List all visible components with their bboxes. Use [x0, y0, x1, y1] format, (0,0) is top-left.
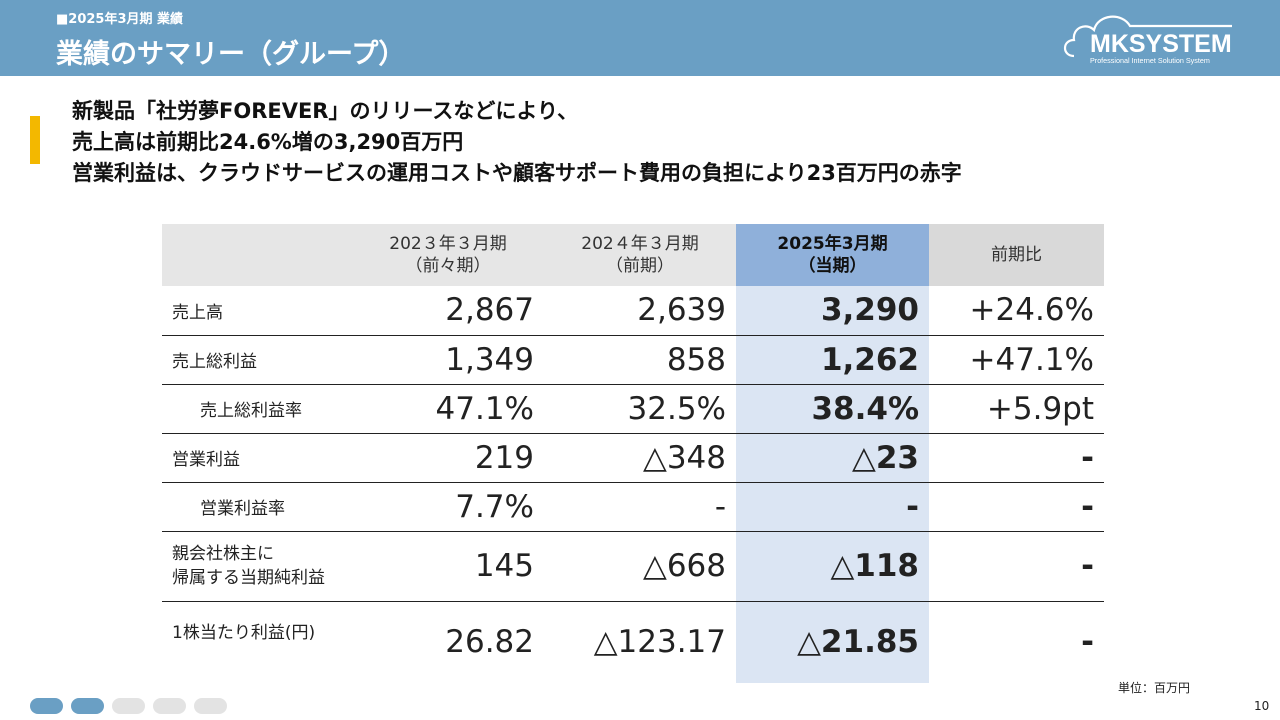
row-label: 1株当たり利益(円) [172, 622, 316, 643]
cell-value-current: △23 [736, 433, 929, 483]
cell-value: - [544, 482, 736, 532]
page-title: 業績のサマリー（グループ） [56, 39, 406, 70]
row-label: 売上総利益率 [162, 384, 352, 434]
cell-value-yoy: - [1081, 624, 1094, 661]
cell-value: △123.17 [593, 624, 726, 661]
row-label: 売上高 [162, 286, 352, 336]
lead-line-2: 売上高は前期比24.6%増の3,290百万円 [72, 130, 464, 154]
header-fy2023: 202３年３月期 （前々期） [352, 224, 544, 286]
cell-value: 32.5% [544, 384, 736, 434]
table-row: 営業利益 219 △348 △23 - [162, 433, 1104, 483]
lead-line-3: 営業利益は、クラウドサービスの運用コストや顧客サポート費用の負担により23百万円… [72, 161, 962, 185]
unit-note: 単位：百万円 [1118, 681, 1191, 695]
cell-value: 47.1% [352, 384, 544, 434]
mksystem-logo: MKSYSTEM Professional Internet Solution … [1063, 15, 1232, 65]
cell-value: 1,349 [352, 335, 544, 385]
results-table: 202３年３月期 （前々期） 202４年３月期 （前期） 2025年3月期 （当… [162, 224, 1104, 683]
cloud-icon [1063, 15, 1232, 58]
row-label: 営業利益 [162, 433, 352, 483]
pagination-dot[interactable] [112, 698, 145, 714]
pagination-dot[interactable] [30, 698, 63, 714]
cell-value: △668 [544, 531, 736, 602]
table-row: 売上総利益 1,349 858 1,262 +47.1% [162, 335, 1104, 385]
cell-value-current: 3,290 [736, 286, 929, 336]
logo-tagline: Professional Internet Solution System [1090, 56, 1210, 65]
cell-value: 7.7% [352, 482, 544, 532]
lead-text: 新製品「社労夢FOREVER」のリリースなどにより、 売上高は前期比24.6%増… [72, 96, 962, 189]
header-fy2025: 2025年3月期 （当期） [736, 224, 929, 286]
cell-value-yoy: - [929, 433, 1104, 483]
cell-value-current: △21.85 [736, 601, 929, 683]
row-label: 営業利益率 [162, 482, 352, 532]
table-row: 売上総利益率 47.1% 32.5% 38.4% +5.9pt [162, 384, 1104, 434]
cell-value: 219 [352, 433, 544, 483]
cell-value-yoy: - [929, 531, 1104, 602]
pagination-dot[interactable] [194, 698, 227, 714]
table-row: 親会社株主に 帰属する当期純利益 145 △668 △118 - [162, 531, 1104, 602]
cell-value-yoy: +47.1% [929, 335, 1104, 385]
cell-value-current: 38.4% [736, 384, 929, 434]
page-number: 10 [1254, 699, 1270, 713]
cell-value: 858 [544, 335, 736, 385]
cell-value: △348 [544, 433, 736, 483]
row-label: 親会社株主に 帰属する当期純利益 [162, 531, 352, 602]
table-row: 営業利益率 7.7% - - - [162, 482, 1104, 532]
header-fy2024: 202４年３月期 （前期） [544, 224, 736, 286]
cell-value: 2,639 [544, 286, 736, 336]
table-header-row: 202３年３月期 （前々期） 202４年３月期 （前期） 2025年3月期 （当… [162, 224, 1104, 286]
cell-value-yoy: +24.6% [929, 286, 1104, 336]
header-yoy: 前期比 [929, 224, 1104, 286]
header-band: ■2025年3月期 業績 業績のサマリー（グループ） MKSYSTEM Prof… [0, 0, 1280, 76]
lead-line-1: 新製品「社労夢FOREVER」のリリースなどにより、 [72, 99, 579, 123]
pagination-dot[interactable] [153, 698, 186, 714]
cell-value-current: △118 [736, 531, 929, 602]
header-blank [162, 224, 352, 286]
cell-value: 145 [352, 531, 544, 602]
table-row: 1株当たり利益(円) 26.82 △123.17 △21.85 - [162, 601, 1104, 683]
cell-value-yoy: +5.9pt [929, 384, 1104, 434]
accent-bar [30, 116, 40, 164]
section-label: ■2025年3月期 業績 [56, 12, 184, 27]
table-row: 売上高 2,867 2,639 3,290 +24.6% [162, 286, 1104, 336]
cell-value: 26.82 [445, 624, 534, 661]
logo-brand: MKSYSTEM [1090, 30, 1232, 58]
cell-value: 2,867 [352, 286, 544, 336]
row-label: 売上総利益 [162, 335, 352, 385]
cell-value-yoy: - [929, 482, 1104, 532]
cell-value-current: 1,262 [736, 335, 929, 385]
cell-value-current: - [736, 482, 929, 532]
pagination-dot[interactable] [71, 698, 104, 714]
